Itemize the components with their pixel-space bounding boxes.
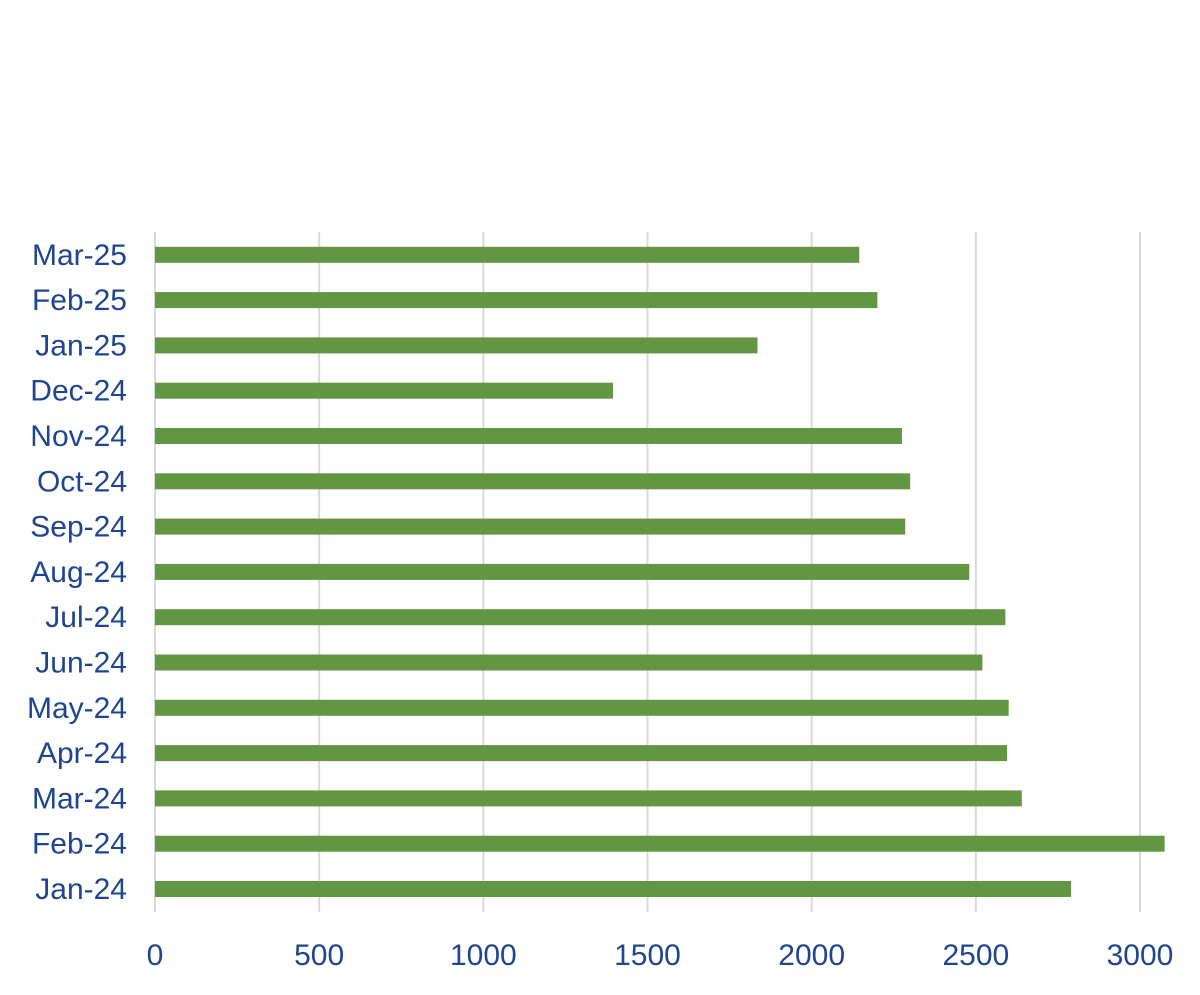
category-label: May-24 — [27, 692, 127, 725]
x-tick-label: 500 — [294, 939, 344, 972]
bar-jun-24 — [155, 654, 983, 671]
bar-jul-24 — [155, 609, 1006, 626]
category-label: Jan-24 — [35, 873, 127, 906]
x-tick-label: 1500 — [614, 939, 681, 972]
bar-aug-24 — [155, 563, 970, 580]
x-tick-label: 2500 — [942, 939, 1009, 972]
category-label: Mar-25 — [32, 239, 127, 272]
bar-oct-24 — [155, 473, 911, 490]
category-label: Feb-25 — [32, 284, 127, 317]
category-label: Dec-24 — [30, 375, 127, 408]
category-label: Feb-24 — [32, 828, 127, 861]
x-tick-label: 2000 — [778, 939, 845, 972]
x-tick-label: 1000 — [450, 939, 517, 972]
x-tick-label: 3000 — [1107, 939, 1174, 972]
category-label: Sep-24 — [30, 511, 127, 544]
category-label: Jun-24 — [35, 647, 127, 680]
bar-feb-24 — [155, 835, 1165, 852]
x-tick-label: 0 — [147, 939, 164, 972]
bar-jan-25 — [155, 337, 758, 354]
bars — [155, 246, 1165, 897]
bar-dec-24 — [155, 382, 614, 399]
bar-jan-24 — [155, 881, 1072, 897]
category-label: Apr-24 — [37, 737, 127, 770]
value-axis-labels: 0 500 1000 1500 2000 2500 3000 — [147, 939, 1174, 972]
bar-nov-24 — [155, 428, 902, 444]
bar-mar-24 — [155, 790, 1022, 807]
bar-feb-25 — [155, 292, 878, 309]
category-label: Aug-24 — [30, 556, 127, 589]
bar-sep-24 — [155, 518, 906, 535]
category-label: Jan-25 — [35, 329, 127, 362]
bar-may-24 — [155, 699, 1009, 716]
category-label: Mar-24 — [32, 782, 127, 815]
bar-apr-24 — [155, 745, 1008, 762]
category-label: Nov-24 — [30, 420, 127, 453]
category-label: Oct-24 — [37, 465, 127, 498]
category-axis-labels: Jan-24 Feb-24 Mar-24 Apr-24 May-24 Jun-24 Jul-… — [27, 239, 127, 906]
bar-mar-25 — [155, 246, 860, 263]
category-label: Jul-24 — [45, 601, 127, 634]
